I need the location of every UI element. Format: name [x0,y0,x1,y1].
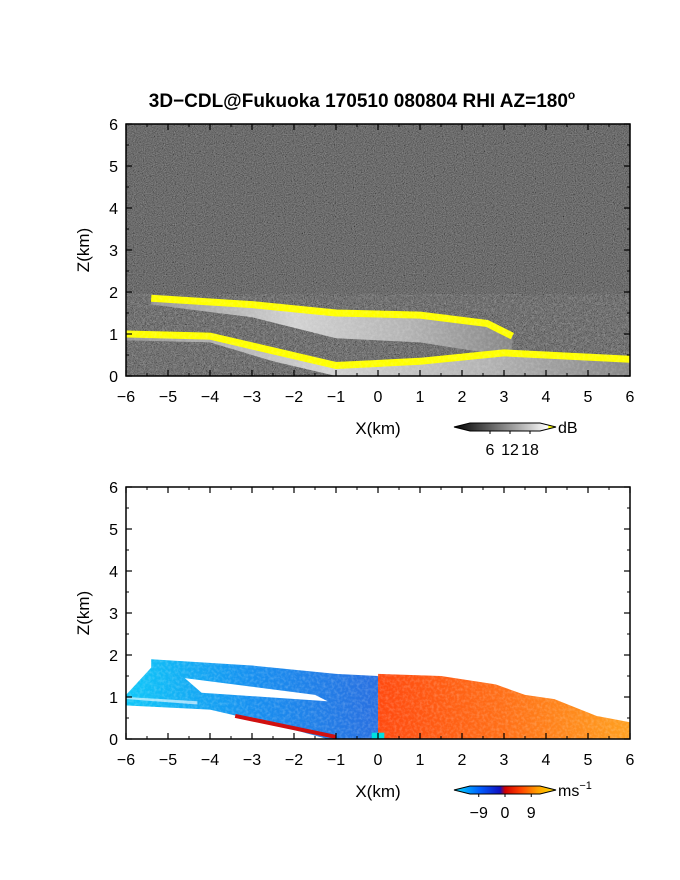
velocity-x-tick-label: 6 [626,752,635,769]
intensity-y-tick-label: 4 [109,201,118,218]
intensity-echo-layer [125,294,631,376]
velocity-echo-layer [126,647,630,739]
velocity-x-tick-label: −4 [201,752,219,769]
intensity-x-tick-label: −6 [117,389,135,406]
intensity-colorbar-tick-label: 6 [486,442,495,459]
velocity-fringe [234,713,337,739]
intensity-x-tick-label: 5 [584,389,593,406]
intensity-x-tick-label: 6 [626,389,635,406]
velocity-x-tick-label: 3 [500,752,509,769]
intensity-x-tick-label: 1 [416,389,425,406]
intensity-x-tick-label: 3 [500,389,509,406]
velocity-x-tick-label: 0 [374,752,383,769]
intensity-y-tick-label: 5 [109,159,118,176]
intensity-y-tick-label: 3 [109,243,118,260]
intensity-x-tick-label: −5 [159,389,177,406]
velocity-x-tick-label: −2 [285,752,303,769]
velocity-speckle [126,647,630,739]
intensity-colorbar-tick-label: 18 [521,442,539,459]
velocity-x-axis-label: X(km) [355,782,400,801]
velocity-panel: −6 −5 −4 −3 −2 −1 0 1 2 3 4 5 6 0 1 2 3 4 5 6 X(km) Z(km) −… [74,480,635,822]
intensity-axes: −6 −5 −4 −3 −2 −1 0 1 2 3 4 5 6 0 1 2 3 4 5 6 [109,117,634,406]
velocity-y-tick-label: 0 [109,732,118,749]
velocity-y-tick-label: 1 [109,690,118,707]
intensity-x-tick-label: −1 [327,389,345,406]
velocity-x-tick-label: 4 [542,752,551,769]
intensity-colorbar-tick-label: 12 [501,442,519,459]
intensity-y-tick-label: 6 [109,117,118,134]
velocity-axes: −6 −5 −4 −3 −2 −1 0 1 2 3 4 5 6 0 1 2 3 4 5 6 [109,480,634,769]
velocity-x-tick-label: 1 [416,752,425,769]
velocity-x-tick-label: −3 [243,752,261,769]
velocity-y-tick-label: 2 [109,648,118,665]
intensity-x-axis-label: X(km) [355,419,400,438]
intensity-y-axis-label: Z(km) [74,228,93,272]
intensity-x-tick-label: −2 [285,389,303,406]
intensity-y-tick-label: 2 [109,285,118,302]
velocity-y-tick-label: 3 [109,606,118,623]
intensity-x-tick-label: 4 [542,389,551,406]
velocity-y-axis-label: Z(km) [74,591,93,635]
velocity-x-tick-label: 2 [458,752,467,769]
velocity-x-tick-label: −1 [327,752,345,769]
intensity-x-tick-label: −3 [243,389,261,406]
velocity-x-tick-label: −5 [159,752,177,769]
velocity-y-tick-label: 6 [109,480,118,497]
intensity-x-tick-label: 2 [458,389,467,406]
velocity-x-tick-label: 5 [584,752,593,769]
velocity-y-tick-label: 5 [109,522,118,539]
intensity-colorbar: 6 12 18 dB [453,420,578,459]
intensity-colorbar-unit: dB [558,420,578,437]
intensity-y-tick-label: 1 [109,327,118,344]
echo-speckle [126,294,630,376]
velocity-colorbar-unit: ms−1 [558,780,592,800]
chart-title: 3D−CDL@Fukuoka 170510 080804 RHI AZ=180o [149,88,576,112]
velocity-colorbar-bar [453,785,557,795]
intensity-colorbar-bar [453,422,557,432]
intensity-x-tick-label: −4 [201,389,219,406]
velocity-colorbar: −9 0 9 ms−1 [453,780,592,822]
title-degree: o [568,88,575,102]
velocity-y-tick-label: 4 [109,564,118,581]
velocity-colorbar-tick-label: 0 [501,805,510,822]
velocity-colorbar-unit-exponent: −1 [579,780,592,792]
velocity-x-tick-label: −6 [117,752,135,769]
velocity-colorbar-tick-label: 9 [527,805,536,822]
intensity-y-tick-label: 0 [109,369,118,386]
intensity-x-tick-label: 0 [374,389,383,406]
velocity-colorbar-tick-label: −9 [470,805,488,822]
